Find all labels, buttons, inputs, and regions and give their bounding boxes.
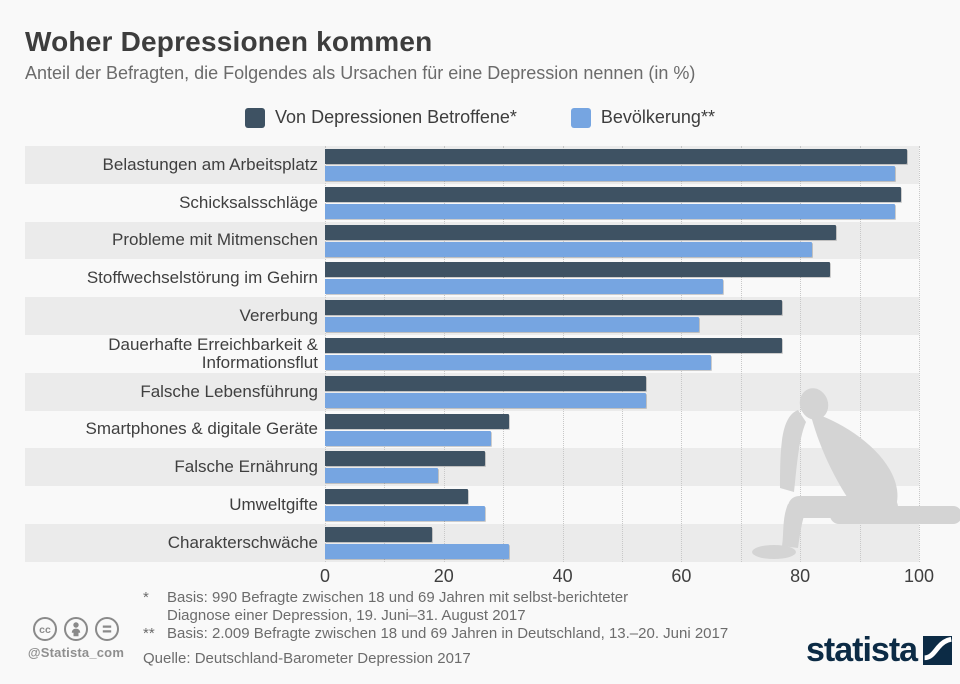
bar-betroffene xyxy=(325,413,510,429)
axis-tick-label: 20 xyxy=(433,566,454,586)
statista-logo: statista xyxy=(806,631,953,669)
bar-betroffene xyxy=(325,489,468,505)
bar-betroffene xyxy=(325,300,783,316)
statista-logo-text: statista xyxy=(806,631,918,669)
legend-item-betroffene: Von Depressionen Betroffene* xyxy=(245,107,517,128)
category-row: Belastungen am Arbeitsplatz xyxy=(25,146,919,184)
legend-swatch-betroffene xyxy=(245,107,266,128)
bar-betroffene xyxy=(325,262,830,278)
bar-bevoelkerung xyxy=(325,430,492,446)
category-row: Schicksalsschläge xyxy=(25,184,919,222)
category-label: Dauerhafte Erreichbarkeit & Informationsf… xyxy=(108,334,318,372)
footnote2-text: Basis: 2.009 Befragte zwischen 18 und 69… xyxy=(167,625,729,642)
category-label: Charakterschwäche xyxy=(167,532,318,552)
bar-betroffene xyxy=(325,149,908,164)
source-line: Quelle: Deutschland-Barometer Depression… xyxy=(143,650,471,667)
footnote2-marker: ** xyxy=(143,625,155,642)
bar-chart: Belastungen am Arbeitsplatz Schicksalssch… xyxy=(25,146,934,586)
axis-tick-label: 60 xyxy=(671,566,692,586)
legend-item-bevoelkerung: Bevölkerung** xyxy=(570,107,715,128)
bar-bevoelkerung xyxy=(325,279,723,295)
category-label: Falsche Ernährung xyxy=(174,457,318,477)
category-label: Falsche Lebensführung xyxy=(140,381,318,401)
category-row: Falsche Ernährung xyxy=(25,448,919,487)
axis-tick-label: 0 xyxy=(319,566,331,586)
statista-handle: @Statista_com xyxy=(27,645,125,660)
footnotes: * Basis: 990 Befragte zwischen 18 und 69… xyxy=(143,589,728,668)
license-block: cc @Statista_com xyxy=(24,616,128,660)
bar-bevoelkerung xyxy=(325,543,510,559)
page-subtitle: Anteil der Befragten, die Folgendes als … xyxy=(25,63,696,83)
bar-bevoelkerung xyxy=(325,506,486,522)
page-title: Woher Depressionen kommen xyxy=(25,26,433,57)
svg-text:cc: cc xyxy=(39,624,51,636)
category-label: Probleme mit Mitmenschen xyxy=(112,230,318,250)
bar-bevoelkerung xyxy=(325,468,438,484)
statista-logo-mark xyxy=(923,635,953,665)
bar-bevoelkerung xyxy=(325,392,646,408)
bar-bevoelkerung xyxy=(325,317,700,333)
axis-tick-label: 100 xyxy=(903,566,935,586)
bar-betroffene xyxy=(325,375,646,391)
bar-betroffene xyxy=(325,186,902,202)
bar-betroffene xyxy=(325,337,783,353)
x-axis: 0 20 40 60 80 100 xyxy=(320,566,934,592)
bar-bevoelkerung xyxy=(325,166,896,181)
category-row: Umweltgifte xyxy=(25,486,919,524)
category-row: Smartphones & digitale Geräte xyxy=(25,411,919,449)
category-row: Stoffwechselstörung im Gehirn xyxy=(25,259,919,297)
cc-icon: cc xyxy=(33,617,57,641)
legend-swatch-bevoelkerung xyxy=(570,107,591,128)
bar-betroffene xyxy=(325,451,486,467)
legend-label-betroffene: Von Depressionen Betroffene* xyxy=(275,107,517,127)
axis-tick-label: 80 xyxy=(790,566,811,586)
footnote1-line2: Diagnose einer Depression, 19. Juni–31. … xyxy=(167,607,526,624)
chart-legend: Von Depressionen Betroffene* Bevölkerung… xyxy=(0,107,960,128)
category-label: Umweltgifte xyxy=(229,495,318,515)
nd-icon xyxy=(95,617,119,641)
category-row: Vererbung xyxy=(25,297,919,335)
category-row: Falsche Lebensführung xyxy=(25,372,919,411)
bar-betroffene xyxy=(325,526,432,542)
chart-rows: Belastungen am Arbeitsplatz Schicksalssch… xyxy=(25,146,919,562)
bar-bevoelkerung xyxy=(325,241,813,257)
category-label: Stoffwechselstörung im Gehirn xyxy=(86,268,318,288)
category-label: Smartphones & digitale Geräte xyxy=(85,419,318,439)
category-row: Probleme mit Mitmenschen xyxy=(25,221,919,260)
axis-tick-label: 40 xyxy=(552,566,573,586)
depressed-person-silhouette xyxy=(752,388,960,559)
category-label: Belastungen am Arbeitsplatz xyxy=(102,154,318,174)
category-row: Dauerhafte Erreichbarkeit & Informationsf… xyxy=(25,335,919,373)
legend-label-bevoelkerung: Bevölkerung** xyxy=(600,107,715,127)
attribution-icon xyxy=(64,617,88,641)
category-label: Schicksalsschläge xyxy=(179,192,318,212)
bar-bevoelkerung xyxy=(325,203,896,219)
bar-betroffene xyxy=(325,224,836,240)
bar-bevoelkerung xyxy=(325,354,712,370)
footnote1-marker: * xyxy=(143,589,149,606)
category-label: Vererbung xyxy=(239,306,318,326)
footnote1-line1: Basis: 990 Befragte zwischen 18 und 69 J… xyxy=(167,589,629,606)
